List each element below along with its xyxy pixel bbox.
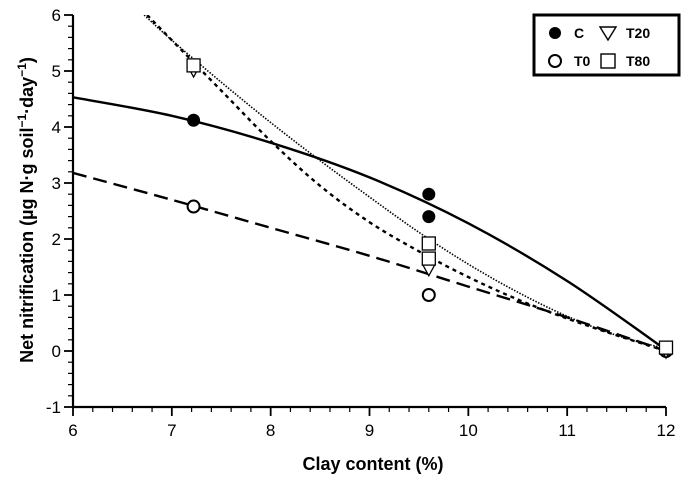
y-axis-title-sup1: −1 bbox=[15, 114, 29, 128]
x-tick-label: 12 bbox=[657, 421, 676, 440]
data-point-c bbox=[422, 210, 436, 224]
y-tick-label: 5 bbox=[52, 62, 61, 81]
data-point-t80 bbox=[186, 58, 201, 73]
legend-label-t0: T0 bbox=[574, 53, 591, 69]
legend-marker-c bbox=[549, 27, 561, 39]
y-tick-label: 2 bbox=[52, 230, 61, 249]
data-point-t80 bbox=[421, 251, 436, 266]
data-point-t20 bbox=[421, 264, 436, 278]
y-axis-title-mid: ·day bbox=[17, 77, 37, 114]
fit-line-t0 bbox=[73, 171, 666, 353]
legend-label-t20: T20 bbox=[626, 25, 650, 41]
ticks bbox=[64, 14, 667, 416]
y-axis-title-main: Net nitrification (µg N·g soil bbox=[17, 128, 37, 363]
y-tick-label: 0 bbox=[52, 342, 61, 361]
y-axis-title-sup2: −1 bbox=[15, 63, 29, 77]
y-axis-title-close: ) bbox=[17, 57, 37, 63]
x-tick-label: 10 bbox=[459, 421, 478, 440]
x-tick-label: 6 bbox=[68, 421, 77, 440]
fit-lines bbox=[73, 15, 666, 353]
legend-label-t80: T80 bbox=[626, 53, 650, 69]
data-point-c bbox=[187, 113, 201, 127]
fit-line-t20 bbox=[146, 15, 666, 353]
legend-marker-t0 bbox=[548, 54, 562, 68]
y-tick-label: 6 bbox=[52, 6, 61, 25]
fit-line-c bbox=[73, 96, 666, 351]
x-tick-label: 11 bbox=[558, 421, 576, 440]
fit-line-t80 bbox=[143, 15, 666, 350]
legend-marker-t80 bbox=[600, 53, 616, 69]
data-point-c bbox=[422, 187, 436, 201]
y-tick-label: 3 bbox=[52, 174, 61, 193]
y-tick-label: 1 bbox=[52, 286, 61, 305]
x-tick-label: 8 bbox=[266, 421, 275, 440]
data-point-t0 bbox=[186, 199, 201, 214]
data-point-t80 bbox=[658, 340, 674, 355]
legend-marker-t20 bbox=[598, 26, 618, 42]
x-tick-label: 9 bbox=[365, 421, 374, 440]
y-axis-title: Net nitrification (µg N·g soil−1·day−1) bbox=[15, 57, 37, 363]
x-axis-title: Clay content (%) bbox=[302, 454, 443, 474]
data-point-t0 bbox=[421, 288, 436, 302]
legend-label-c: C bbox=[574, 25, 584, 41]
x-tick-label: 7 bbox=[167, 421, 176, 440]
data-points bbox=[186, 58, 674, 360]
y-tick-label: -1 bbox=[46, 398, 61, 417]
legend: C T20 T0 T80 bbox=[532, 13, 681, 77]
y-tick-label: 4 bbox=[52, 118, 61, 137]
data-point-t80 bbox=[421, 236, 436, 251]
